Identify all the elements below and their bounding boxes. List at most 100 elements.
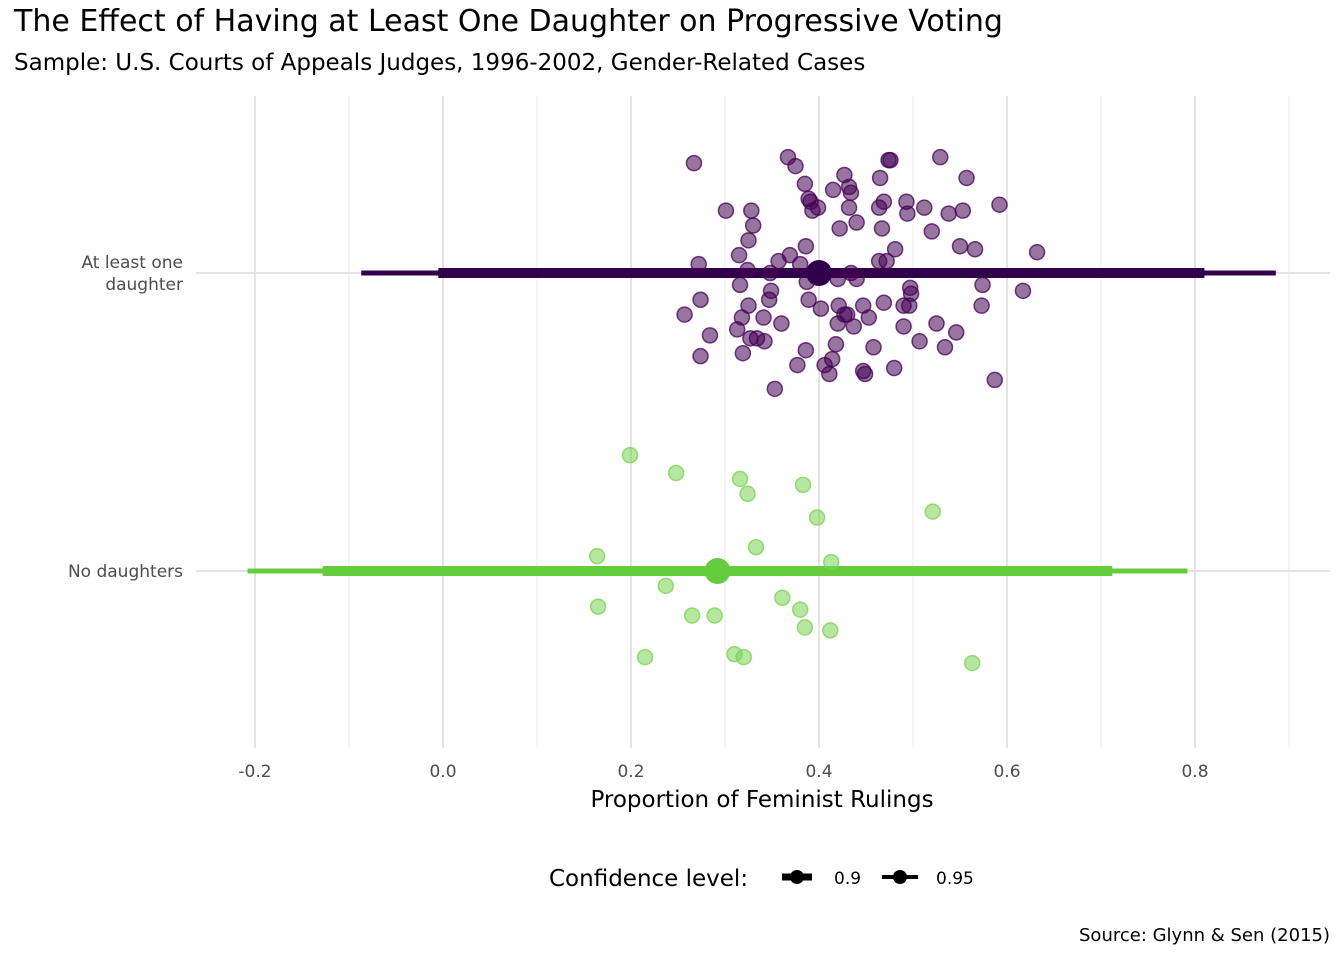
data-point <box>924 503 941 520</box>
data-point <box>774 589 791 606</box>
data-point <box>822 553 840 571</box>
x-tick-label: 0.0 <box>429 762 456 782</box>
data-point <box>875 294 893 311</box>
data-point <box>766 380 784 398</box>
data-point <box>974 276 991 294</box>
data-point <box>951 238 969 255</box>
data-point <box>701 327 719 344</box>
data-point <box>827 336 845 353</box>
data-point <box>657 577 675 595</box>
judge-points <box>588 148 1046 672</box>
data-point <box>954 202 972 219</box>
data-point <box>947 324 965 341</box>
x-axis-ticks: -0.2 0.0 0.2 0.4 0.6 0.8 <box>238 762 1208 782</box>
data-point <box>958 169 975 187</box>
data-point <box>735 648 753 666</box>
data-point <box>731 470 749 488</box>
data-point <box>739 261 756 279</box>
data-point <box>821 365 838 383</box>
legend-key-90 <box>782 870 812 884</box>
data-point <box>916 199 933 216</box>
data-point <box>845 318 863 335</box>
data-point <box>667 464 685 482</box>
data-point <box>973 297 990 314</box>
data-point <box>882 151 899 169</box>
data-point <box>848 214 865 231</box>
data-point <box>808 509 826 526</box>
data-point <box>829 315 847 332</box>
data-point <box>928 315 945 332</box>
data-point <box>636 648 654 666</box>
data-point <box>740 232 757 249</box>
data-point <box>911 333 928 350</box>
data-point <box>899 205 916 222</box>
data-point <box>991 196 1008 213</box>
data-point <box>756 333 773 350</box>
data-point <box>706 607 723 624</box>
y-tick-label: At least one <box>81 253 183 273</box>
data-point <box>986 371 1004 389</box>
data-point <box>829 270 847 288</box>
data-point <box>842 184 860 202</box>
x-tick-label: -0.2 <box>238 762 271 782</box>
data-point <box>900 297 918 314</box>
data-point <box>797 341 815 359</box>
data-point <box>676 306 693 323</box>
data-point <box>717 202 735 219</box>
data-point <box>773 315 790 332</box>
data-point <box>789 356 806 374</box>
data-point <box>932 148 949 166</box>
data-point <box>822 622 839 639</box>
data-point <box>940 205 957 222</box>
data-point <box>743 202 760 219</box>
data-point <box>621 446 639 464</box>
legend-key-95 <box>882 870 918 884</box>
data-point <box>865 339 882 356</box>
data-point <box>791 255 809 273</box>
chart-caption: Source: Glynn & Sen (2015) <box>1079 925 1330 946</box>
data-point <box>963 654 981 672</box>
data-point <box>848 270 865 288</box>
data-point <box>747 538 765 556</box>
data-point <box>831 220 848 237</box>
data-point <box>1014 282 1032 300</box>
data-point <box>589 598 607 615</box>
chart-subtitle: Sample: U.S. Courts of Appeals Judges, 1… <box>14 50 866 76</box>
x-tick-label: 0.6 <box>993 762 1020 782</box>
data-point <box>1028 243 1046 261</box>
data-point <box>761 264 779 282</box>
data-point <box>794 476 812 494</box>
data-point <box>690 255 707 273</box>
data-point <box>797 238 815 255</box>
data-point <box>781 246 799 264</box>
point-estimate <box>806 260 832 286</box>
chart-title: The Effect of Having at Least One Daught… <box>14 4 1003 39</box>
data-point <box>840 199 858 216</box>
point-estimate <box>704 558 731 584</box>
data-point <box>804 202 821 219</box>
data-point <box>796 619 814 636</box>
data-point <box>800 291 817 308</box>
data-point <box>895 318 912 335</box>
y-tick-label: No daughters <box>68 562 183 582</box>
data-point <box>744 217 762 234</box>
data-point <box>760 291 778 308</box>
data-point <box>923 223 941 240</box>
major-gridlines <box>196 96 1330 748</box>
data-point <box>885 359 903 377</box>
data-point <box>692 291 709 308</box>
data-point <box>812 300 830 317</box>
data-point <box>873 220 891 237</box>
data-point <box>936 339 954 356</box>
data-point <box>734 344 752 362</box>
x-tick-label: 0.8 <box>1181 762 1208 782</box>
data-point <box>791 601 809 618</box>
data-point <box>856 365 874 383</box>
data-point <box>878 252 895 270</box>
data-point <box>683 607 701 624</box>
minor-gridlines <box>348 96 1290 748</box>
x-tick-label: 0.4 <box>805 762 832 782</box>
point-estimates <box>704 260 832 584</box>
